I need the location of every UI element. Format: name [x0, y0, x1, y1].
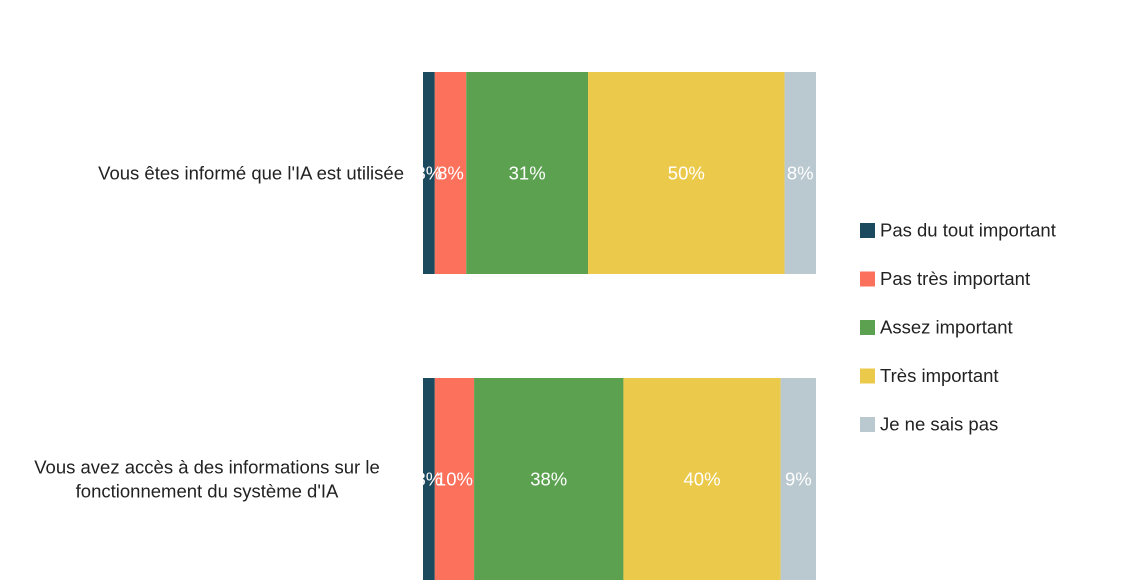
category-label: Vous êtes informé que l'IA est utilisée — [98, 162, 404, 183]
data-label: 31% — [509, 162, 546, 183]
legend-label: Je ne sais pas — [880, 414, 998, 435]
category-labels: Vous êtes informé que l'IA est utilisée V… — [34, 162, 404, 501]
bar-segment — [423, 72, 435, 274]
bar-segment — [466, 72, 589, 274]
bar-segment — [434, 378, 475, 580]
bar-segment — [784, 72, 816, 274]
legend-swatch — [860, 271, 875, 287]
legend-label: Pas très important — [880, 268, 1030, 289]
data-label: 3% — [416, 162, 443, 183]
category-label: fonctionnement du système d'IA — [76, 480, 339, 501]
legend-swatch — [860, 223, 875, 238]
bars — [423, 72, 816, 580]
legend-swatch — [860, 320, 875, 335]
data-label: 8% — [437, 162, 464, 183]
legend-label: Pas du tout important — [880, 220, 1056, 241]
bar-segment — [623, 378, 781, 580]
bar-segment — [434, 72, 467, 274]
data-label: 3% — [416, 468, 443, 489]
data-label: 38% — [530, 468, 567, 489]
bar-segment — [780, 378, 816, 580]
legend-swatch — [860, 368, 875, 384]
data-label: 10% — [436, 468, 473, 489]
bar-segment — [588, 72, 785, 274]
legend-swatch — [860, 417, 875, 432]
legend: Pas du tout important Pas très important A… — [860, 220, 1056, 435]
data-label: 9% — [785, 468, 812, 489]
data-label: 40% — [684, 468, 721, 489]
bar-segment — [423, 378, 435, 580]
legend-label: Très important — [880, 365, 999, 386]
legend-label: Assez important — [880, 317, 1013, 338]
data-label: 8% — [787, 162, 814, 183]
data-labels: 3%8% 31% 50% 8%3%10% 38% 40% 9% — [416, 162, 814, 489]
category-label: Vous avez accès à des informations sur l… — [34, 456, 380, 477]
bar-segment — [474, 378, 624, 580]
data-label: 50% — [668, 162, 705, 183]
